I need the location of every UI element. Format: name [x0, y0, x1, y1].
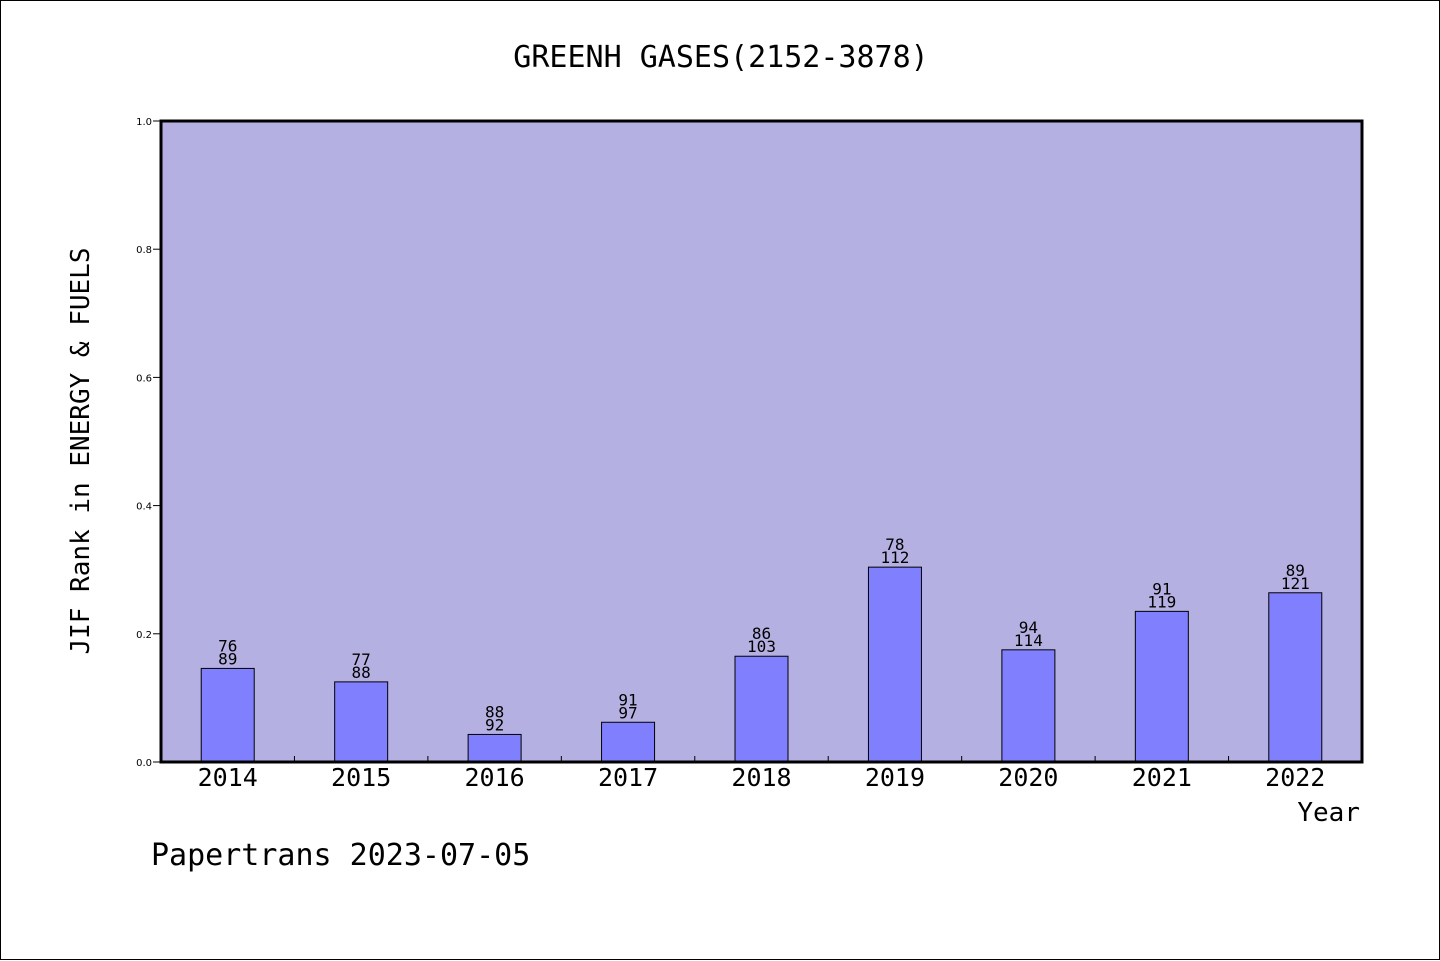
y-tick-label: 0.8: [136, 245, 152, 256]
bar-label-top: 86: [752, 624, 771, 643]
bar-2019: [867, 566, 922, 763]
bar-label-top: 94: [1019, 618, 1038, 637]
bar-label-top: 91: [1152, 579, 1171, 598]
footer-credit: Papertrans 2023-07-05: [151, 838, 530, 873]
bar-label-top: 89: [1286, 561, 1305, 580]
bar-2022: [1268, 592, 1323, 763]
x-tick-label: 2015: [331, 763, 391, 792]
bar-label-top: 77: [352, 650, 371, 669]
y-tick-label: 0.4: [136, 502, 152, 513]
plot-frame: [159, 119, 1364, 764]
x-tick-label: 2017: [598, 763, 658, 792]
bar-2017: [601, 721, 656, 763]
ticks-layer: 0.0 0.2 0.4 0.6 0.8 1.0 2014 2015 2016 2017 2018 20…: [136, 117, 1325, 792]
x-tick-label: 2014: [198, 763, 258, 792]
bar-label-top: 91: [618, 690, 637, 709]
x-axis-title: Year: [1297, 798, 1360, 828]
x-tick-label: 2021: [1132, 763, 1192, 792]
bar-label-bottom: 92: [485, 715, 504, 734]
bar-label-top: 76: [218, 636, 237, 655]
bar-label-bottom: 89: [218, 649, 237, 668]
y-tick-label: 0.0: [136, 758, 152, 769]
x-tick-label: 2018: [731, 763, 791, 792]
bar-label-bottom: 119: [1147, 592, 1176, 611]
bar-2018: [734, 655, 789, 763]
bar-label-bottom: 112: [880, 548, 909, 567]
bar-label-top: 78: [885, 535, 904, 554]
bar-label-bottom: 103: [747, 637, 776, 656]
y-tick-label: 0.6: [136, 373, 152, 384]
chart-title: GREENH GASES(2152-3878): [513, 40, 928, 75]
bar-label-top: 88: [485, 702, 504, 721]
bar-label-bottom: 121: [1281, 574, 1310, 593]
x-tick-label: 2016: [465, 763, 525, 792]
y-axis-title: JIF Rank in ENERGY & FUELS: [66, 248, 96, 655]
x-tick-label: 2022: [1265, 763, 1325, 792]
bar-2021: [1134, 610, 1189, 763]
bar-2014: [200, 667, 255, 763]
bar-label-bottom: 97: [618, 703, 637, 722]
y-tick-label: 1.0: [136, 117, 152, 128]
bar-2016: [467, 733, 522, 763]
bar-label-bottom: 114: [1014, 631, 1043, 650]
y-tick-label: 0.2: [136, 630, 152, 641]
x-tick-label: 2019: [865, 763, 925, 792]
bar-label-bottom: 88: [352, 663, 371, 682]
x-tick-label: 2020: [998, 763, 1058, 792]
bar-2020: [1001, 649, 1056, 763]
bar-2015: [334, 681, 389, 763]
